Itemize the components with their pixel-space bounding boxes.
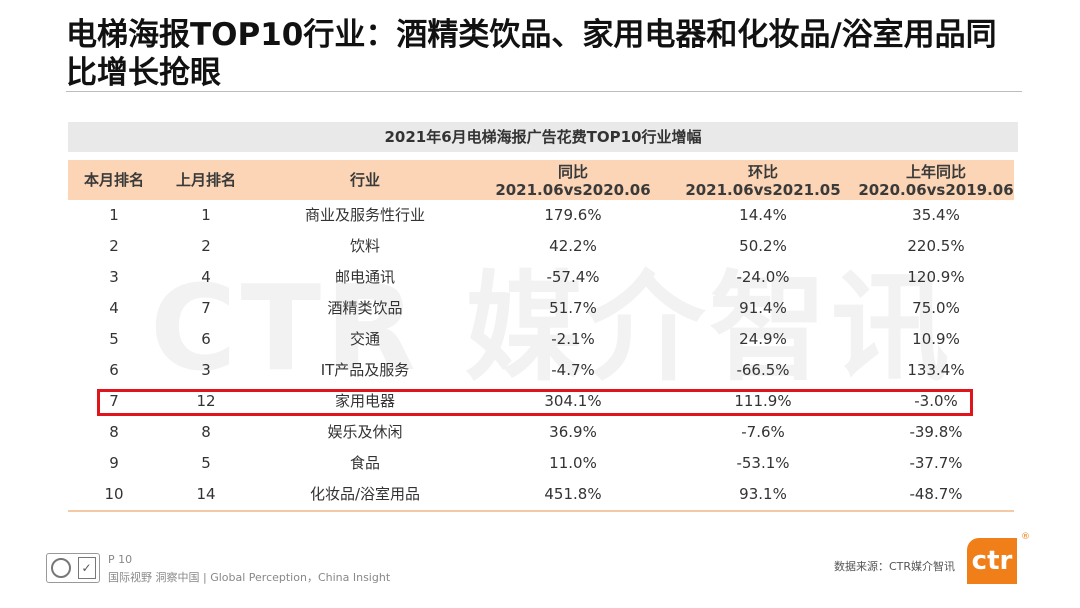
- cell-rank-this: 8: [109, 423, 119, 441]
- cell-yoy: -57.4%: [546, 268, 600, 286]
- table-row: 5 6 交通 -2.1% 24.9% 10.9%: [68, 324, 1014, 355]
- cell-industry: 食品: [349, 454, 380, 472]
- cell-mom: 50.2%: [739, 237, 787, 255]
- cell-rank-this: 10: [104, 485, 124, 503]
- cell-prev-yoy: 120.9%: [907, 268, 965, 286]
- cell-prev-yoy: 10.9%: [912, 330, 960, 348]
- cell-rank-last: 6: [201, 330, 211, 348]
- cell-rank-last: 1: [201, 206, 211, 224]
- table-row: 10 14 化妆品/浴室用品 451.8% 93.1% -48.7%: [68, 479, 1014, 510]
- cell-prev-yoy: -37.7%: [909, 454, 963, 472]
- header-mom: 环比 2021.06vs2021.05: [668, 160, 858, 200]
- cell-rank-last: 3: [201, 361, 211, 379]
- cell-industry: 交通: [349, 330, 380, 348]
- page-number: P 10: [108, 553, 133, 566]
- table-row: 2 2 饮料 42.2% 50.2% 220.5%: [68, 231, 1014, 262]
- cell-rank-last: 8: [201, 423, 211, 441]
- data-table: 本月排名 上月排名 行业 同比 2021.06vs2020.06 环比 2021…: [68, 160, 1014, 510]
- cell-industry: 家用电器: [334, 392, 395, 410]
- cell-rank-this: 6: [109, 361, 119, 379]
- table-row: 6 3 IT产品及服务 -4.7% -66.5% 133.4%: [68, 355, 1014, 386]
- header-yoy: 同比 2021.06vs2020.06: [478, 160, 668, 200]
- watermark: CTR 媒介智讯: [150, 259, 954, 397]
- cell-industry: 饮料: [349, 237, 380, 255]
- table-row-highlighted: 7 12 家用电器 304.1% 111.9% -3.0%: [68, 386, 1014, 417]
- cell-industry: IT产品及服务: [320, 361, 410, 379]
- cell-yoy: -2.1%: [551, 330, 595, 348]
- cell-prev-yoy: 133.4%: [907, 361, 965, 379]
- header-mom-label: 环比: [747, 163, 778, 181]
- header-mom-sub: 2021.06vs2021.05: [685, 181, 841, 199]
- cell-rank-this: 9: [109, 454, 119, 472]
- cell-rank-last: 5: [201, 454, 211, 472]
- cell-mom: 91.4%: [739, 299, 787, 317]
- cell-rank-this: 3: [109, 268, 119, 286]
- cell-rank-last: 7: [201, 299, 211, 317]
- table-row: 3 4 邮电通讯 -57.4% -24.0% 120.9%: [68, 262, 1014, 293]
- cell-yoy: 451.8%: [544, 485, 602, 503]
- cell-yoy: 51.7%: [549, 299, 597, 317]
- header-yoy-label: 同比: [557, 163, 588, 181]
- cell-prev-yoy: 35.4%: [912, 206, 960, 224]
- cell-industry: 邮电通讯: [334, 268, 395, 286]
- cell-rank-last: 2: [201, 237, 211, 255]
- header-prev-yoy-sub: 2020.06vs2019.06: [858, 181, 1014, 199]
- cell-rank-last: 4: [201, 268, 211, 286]
- cell-industry: 商业及服务性行业: [304, 206, 425, 224]
- header-prev-yoy-label: 上年同比: [905, 163, 966, 181]
- cell-industry: 娱乐及休闲: [327, 423, 403, 441]
- table-body: 1 1 商业及服务性行业 179.6% 14.4% 35.4% 2 2 饮料 4…: [68, 200, 1014, 510]
- cell-mom: 24.9%: [739, 330, 787, 348]
- certification-logos: ✓: [46, 553, 100, 583]
- footer-slogan: 国际视野 洞察中国 | Global Perception，China Insi…: [108, 571, 391, 584]
- table-row: 1 1 商业及服务性行业 179.6% 14.4% 35.4%: [68, 200, 1014, 231]
- cell-yoy: 36.9%: [549, 423, 597, 441]
- header-yoy-sub: 2021.06vs2020.06: [495, 181, 651, 199]
- table-header-row: 本月排名 上月排名 行业 同比 2021.06vs2020.06 环比 2021…: [68, 160, 1014, 200]
- seal-icon: [50, 558, 71, 578]
- cell-prev-yoy: -39.8%: [909, 423, 963, 441]
- cell-rank-this: 7: [109, 392, 119, 410]
- cell-rank-this: 2: [109, 237, 119, 255]
- cell-mom: -66.5%: [736, 361, 790, 379]
- table-bottom-border: [68, 510, 1014, 512]
- header-rank-last: 上月排名: [175, 171, 236, 189]
- page-title: 电梯海报TOP10行业：酒精类饮品、家用电器和化妆品/浴室用品同比增长抢眼: [66, 17, 997, 91]
- cell-industry: 化妆品/浴室用品: [309, 485, 421, 503]
- cell-yoy: 304.1%: [544, 392, 602, 410]
- cell-yoy: 11.0%: [549, 454, 597, 472]
- cell-prev-yoy: -48.7%: [909, 485, 963, 503]
- title-divider: [66, 91, 1022, 92]
- check-badge-icon: ✓: [77, 557, 96, 579]
- header-rank-this: 本月排名: [83, 171, 144, 189]
- cell-mom: -53.1%: [736, 454, 790, 472]
- cell-mom: -24.0%: [736, 268, 790, 286]
- cell-mom: 14.4%: [739, 206, 787, 224]
- cell-prev-yoy: -3.0%: [914, 392, 958, 410]
- cell-prev-yoy: 75.0%: [912, 299, 960, 317]
- cell-yoy: 179.6%: [544, 206, 602, 224]
- table-caption: 2021年6月电梯海报广告花费TOP10行业增幅: [68, 122, 1018, 152]
- cell-yoy: -4.7%: [551, 361, 595, 379]
- cell-rank-this: 4: [109, 299, 119, 317]
- header-industry: 行业: [349, 171, 380, 189]
- cell-mom: 111.9%: [734, 392, 792, 410]
- cell-mom: 93.1%: [739, 485, 787, 503]
- ctr-logo: ctr: [967, 538, 1017, 584]
- cell-rank-this: 1: [109, 206, 119, 224]
- cell-rank-this: 5: [109, 330, 119, 348]
- table-row: 4 7 酒精类饮品 51.7% 91.4% 75.0%: [68, 293, 1014, 324]
- cell-rank-last: 12: [196, 392, 216, 410]
- cell-rank-last: 14: [196, 485, 216, 503]
- data-source: 数据来源：CTR媒介智讯: [834, 560, 956, 573]
- table-row: 9 5 食品 11.0% -53.1% -37.7%: [68, 448, 1014, 479]
- cell-prev-yoy: 220.5%: [907, 237, 965, 255]
- cell-yoy: 42.2%: [549, 237, 597, 255]
- highlight-box: [97, 389, 973, 416]
- cell-industry: 酒精类饮品: [327, 299, 403, 317]
- table-row: 8 8 娱乐及休闲 36.9% -7.6% -39.8%: [68, 417, 1014, 448]
- registered-mark: ®: [1021, 532, 1030, 542]
- cell-mom: -7.6%: [741, 423, 785, 441]
- header-prev-yoy: 上年同比 2020.06vs2019.06: [858, 160, 1014, 200]
